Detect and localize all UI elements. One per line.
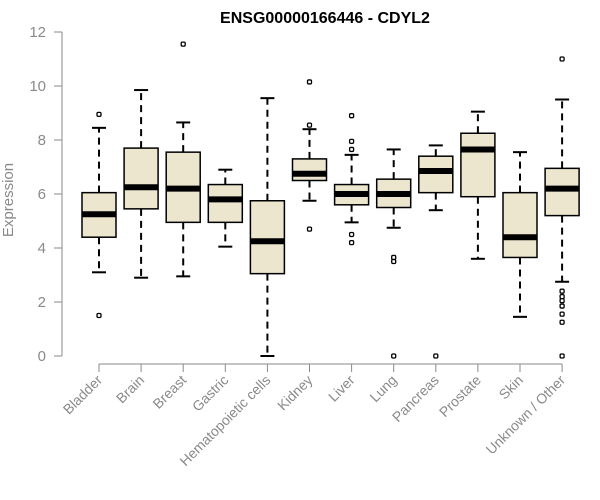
outlier-point [433, 353, 439, 359]
outlier-point [306, 226, 313, 232]
outlier-point [348, 239, 355, 246]
y-tick-label: 2 [38, 294, 46, 311]
y-axis-label: Expression [0, 163, 17, 237]
outlier-point [96, 111, 102, 117]
outlier-point [348, 146, 355, 153]
box-group [375, 148, 412, 359]
iqr-box [207, 183, 244, 224]
outlier-point [96, 312, 102, 319]
outlier-point [180, 41, 186, 47]
box-group [502, 151, 538, 318]
y-tick-label: 0 [38, 348, 46, 365]
x-tick-label: Unknown / Other [483, 372, 569, 458]
iqr-box [418, 155, 454, 194]
box-group [249, 97, 286, 357]
outlier-point [348, 231, 355, 238]
x-tick-label: Pancreas [389, 372, 442, 425]
outlier-point [559, 293, 565, 300]
iqr-box [544, 167, 580, 217]
iqr-box [291, 158, 328, 182]
x-tick-label: Bladder [60, 372, 106, 418]
box-group [544, 56, 580, 359]
chart-title: ENSG00000166446 - CDYL2 [220, 10, 430, 27]
iqr-box [123, 147, 159, 210]
box-group [418, 144, 454, 359]
box-group [207, 168, 244, 248]
outlier-point [348, 113, 355, 119]
x-tick-label: Prostate [436, 372, 484, 420]
y-tick-label: 8 [38, 132, 46, 149]
iqr-box [249, 200, 286, 275]
outlier-point [306, 122, 313, 128]
outlier-point [559, 311, 565, 317]
outlier-point [391, 353, 397, 359]
x-tick-label: Kidney [274, 372, 316, 414]
outlier-point [306, 79, 313, 85]
x-tick-label: Skin [496, 372, 527, 403]
box-group [460, 110, 496, 260]
outlier-point [391, 254, 397, 261]
plot-area [81, 41, 580, 359]
box-group [81, 111, 117, 319]
box-group [291, 79, 328, 232]
x-tick-label: Liver [325, 372, 358, 405]
outlier-point [559, 288, 565, 294]
y-tick-label: 10 [29, 78, 46, 95]
outlier-point [559, 303, 565, 309]
outlier-point [348, 138, 355, 145]
y-tick-label: 6 [38, 186, 46, 203]
x-tick-label: Lung [366, 372, 399, 405]
box-group [165, 41, 201, 278]
outlier-point [559, 353, 565, 359]
box-group [123, 89, 159, 279]
iqr-box [502, 191, 538, 259]
x-tick-label: Breast [149, 372, 189, 412]
outlier-point [559, 56, 565, 62]
outlier-point [559, 319, 565, 325]
box-group [333, 113, 370, 246]
iqr-box [460, 132, 496, 198]
y-axis: 0 2 4 6 8 10 12 [29, 24, 63, 365]
x-tick-label: Brain [113, 372, 147, 406]
y-tick-label: 4 [38, 240, 46, 257]
y-tick-label: 12 [29, 24, 46, 41]
